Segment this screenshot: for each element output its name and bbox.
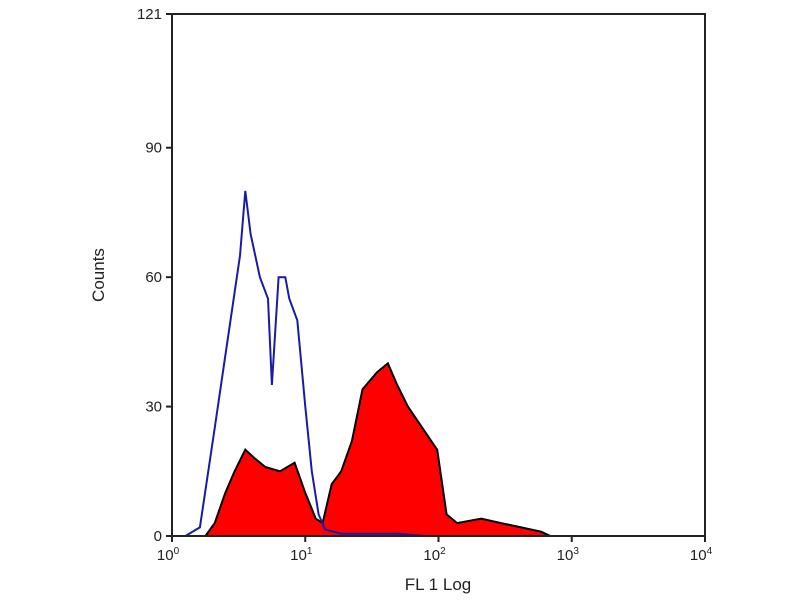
y-tick-label: 30 <box>145 399 162 416</box>
y-tick-label: 0 <box>154 528 162 545</box>
x-tick-label: 104 <box>690 546 713 564</box>
x-tick-label: 101 <box>290 546 313 564</box>
y-axis-label: Counts <box>89 248 108 302</box>
y-tick-label: 60 <box>145 269 162 286</box>
x-tick-label: 100 <box>157 546 180 564</box>
filled-histogram-series <box>203 361 551 537</box>
x-tick-label: 102 <box>423 546 446 564</box>
y-tick-label: 121 <box>137 6 162 23</box>
x-tick-label: 103 <box>557 546 580 564</box>
x-axis-label: FL 1 Log <box>405 575 471 594</box>
y-tick-label: 90 <box>145 140 162 157</box>
outline-histogram-series <box>184 190 425 537</box>
